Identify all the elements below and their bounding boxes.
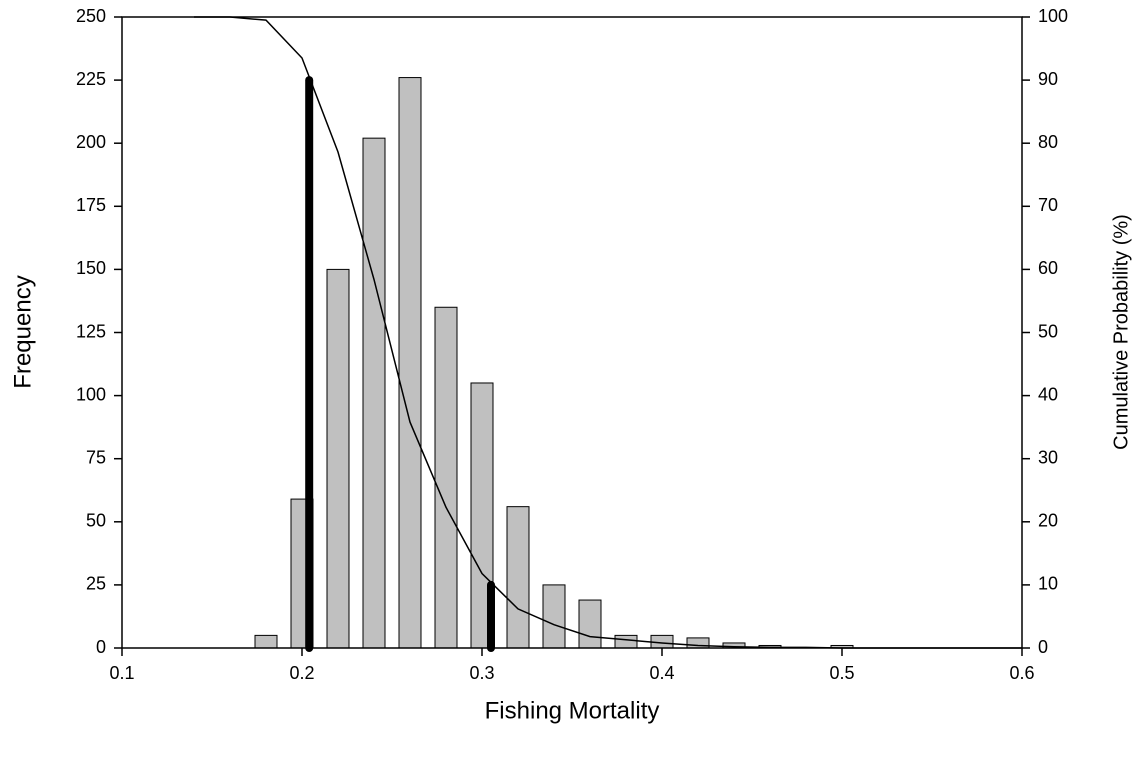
y-tick-label: 250: [76, 6, 106, 26]
bar: [326, 268, 350, 649]
x-axis-title: Fishing Mortality: [485, 697, 660, 724]
bar: [434, 306, 458, 649]
y-tick-label: 75: [86, 447, 106, 467]
bar: [398, 77, 422, 649]
y2-axis-title: Cumulative Probability (%): [1110, 214, 1132, 450]
y-tick-label: 125: [76, 321, 106, 341]
y2-tick-label: 20: [1038, 511, 1058, 531]
y-tick-label: 200: [76, 132, 106, 152]
y2-tick-label: 50: [1038, 321, 1058, 341]
x-tick-label: 0.2: [289, 663, 314, 683]
x-tick-label: 0.6: [1009, 663, 1034, 683]
bar: [542, 584, 566, 649]
y-tick-label: 0: [96, 637, 106, 657]
y-tick-label: 175: [76, 195, 106, 215]
y-tick-label: 50: [86, 511, 106, 531]
x-tick-label: 0.3: [469, 663, 494, 683]
y2-tick-label: 10: [1038, 574, 1058, 594]
x-tick-label: 0.5: [829, 663, 854, 683]
y2-tick-label: 90: [1038, 69, 1058, 89]
y-tick-label: 225: [76, 69, 106, 89]
x-tick-label: 0.1: [109, 663, 134, 683]
y-tick-label: 150: [76, 258, 106, 278]
y2-tick-label: 80: [1038, 132, 1058, 152]
y-tick-label: 100: [76, 384, 106, 404]
x-tick-label: 0.4: [649, 663, 674, 683]
y2-tick-label: 0: [1038, 637, 1048, 657]
cumulative-line: [194, 16, 1022, 649]
y2-tick-label: 70: [1038, 195, 1058, 215]
y2-tick-label: 40: [1038, 384, 1058, 404]
bar: [362, 137, 386, 649]
y2-tick-label: 30: [1038, 447, 1058, 467]
plot-frame: [121, 16, 1023, 649]
y2-tick-label: 100: [1038, 6, 1068, 26]
y-tick-label: 25: [86, 574, 106, 594]
y-axis-title: Frequency: [9, 275, 36, 388]
y2-tick-label: 60: [1038, 258, 1058, 278]
bar: [506, 506, 530, 649]
bar: [578, 599, 602, 649]
bar: [254, 634, 278, 649]
bar: [614, 634, 638, 649]
